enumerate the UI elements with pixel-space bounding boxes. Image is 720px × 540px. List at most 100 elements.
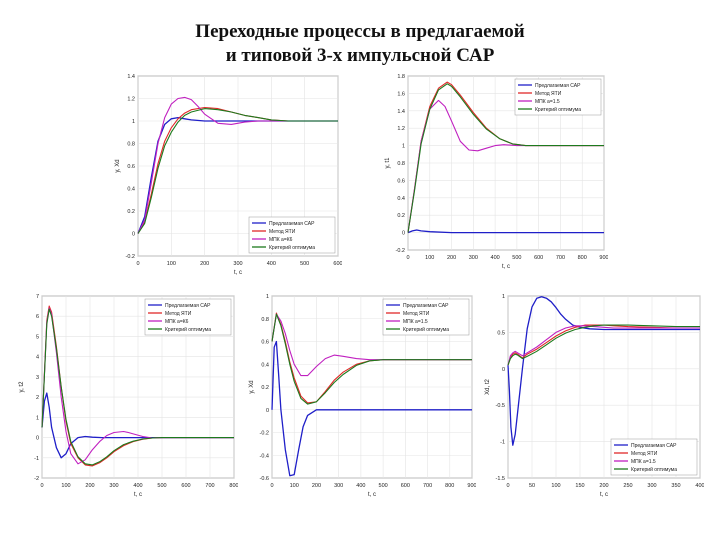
y-tick-label: 1 [402, 144, 405, 150]
series-line-blue [507, 296, 700, 446]
legend-label: Критерий оптимума [535, 106, 581, 113]
y-tick-label: 1 [132, 119, 135, 125]
y-axis-label: Xd, t2 [485, 379, 491, 395]
y-tick-label: 0.4 [127, 187, 135, 193]
legend-label: Метод ЯТИ [269, 229, 296, 235]
y-tick-label: 0.2 [397, 213, 405, 219]
x-tick-label: 0 [40, 483, 43, 489]
y-tick-label: 4 [36, 355, 39, 361]
chart-xd-secondary: 0 100 200 300 400 500 600 700 800 900 -0.6 -0.4 -0.2… [249, 294, 476, 498]
y-tick-label: 0.6 [127, 164, 135, 170]
chart-t2: 0 100 200 300 400 500 600 700 800 -2 -1 0 1 2 3 4 5 6 7 t, … [19, 294, 238, 498]
y-tick-label: 3 [36, 375, 39, 381]
x-tick-label: 800 [229, 483, 238, 489]
y-tick-label: -1 [34, 456, 39, 462]
x-axis-label: t, c [600, 492, 608, 498]
x-tick-label: 500 [300, 261, 309, 267]
x-tick-label: 100 [551, 483, 560, 489]
x-tick-label: 100 [290, 483, 299, 489]
x-tick-label: 200 [200, 261, 209, 267]
series-line-green [41, 308, 234, 466]
series-line-green [271, 313, 472, 405]
x-tick-label: 300 [469, 255, 478, 261]
legend-label: Метод ЯТИ [403, 311, 430, 317]
y-tick-label: 6 [36, 314, 39, 320]
series-line-green [137, 108, 338, 234]
chart-xd-t2: 0 50 100 150 200 250 300 350 400 -1.5 -1 -0.5 0 0.5 1 t… [485, 294, 704, 498]
y-tick-label: 1.4 [127, 74, 135, 80]
y-tick-label: 1 [266, 294, 269, 300]
legend-label: МПК а=1.5 [631, 459, 656, 465]
legend-label: Метод ЯТИ [165, 311, 192, 317]
y-tick-label: 0.8 [127, 142, 135, 148]
x-tick-label: 700 [423, 483, 432, 489]
y-tick-label: 0.6 [261, 340, 269, 346]
y-tick-label: 0.5 [497, 330, 505, 336]
legend-label: Предлагаемая САР [165, 303, 211, 309]
x-tick-label: 300 [334, 483, 343, 489]
y-tick-label: 0.2 [127, 209, 135, 215]
series-line-blue [271, 340, 472, 477]
x-tick-label: 500 [157, 483, 166, 489]
x-tick-label: 400 [133, 483, 142, 489]
y-tick-label: -0.5 [496, 403, 505, 409]
x-axis-label: t, c [368, 492, 376, 498]
legend-label: Критерий оптимума [403, 326, 449, 333]
y-tick-label: -0.6 [260, 476, 269, 482]
x-tick-label: 900 [599, 255, 608, 261]
x-tick-label: 400 [356, 483, 365, 489]
y-tick-label: -1.5 [496, 476, 505, 482]
x-tick-label: 300 [647, 483, 656, 489]
y-tick-label: 0 [266, 408, 269, 414]
x-axis-label: t, c [134, 492, 142, 498]
y-axis-label: y, Xd [115, 159, 121, 172]
chart-t1: 0 100 200 300 400 500 600 700 800 900-0.200.20.40… [385, 74, 608, 270]
y-tick-label: -1 [500, 440, 505, 446]
x-tick-label: 100 [167, 261, 176, 267]
legend-label: МПК а=1.5 [535, 99, 560, 105]
x-tick-label: 0 [270, 483, 273, 489]
legend-label: Предлагаемая САР [269, 221, 315, 227]
x-tick-label: 150 [575, 483, 584, 489]
x-tick-label: 300 [233, 261, 242, 267]
legend-label: Предлагаемая САР [403, 303, 449, 309]
y-tick-label: -0.2 [126, 254, 135, 260]
x-tick-label: 100 [425, 255, 434, 261]
y-tick-label: 0 [502, 367, 505, 373]
y-tick-label: 1.8 [397, 74, 405, 80]
x-tick-label: 500 [379, 483, 388, 489]
x-tick-label: 200 [85, 483, 94, 489]
legend-label: Критерий оптимума [631, 466, 677, 473]
x-tick-label: 800 [445, 483, 454, 489]
y-tick-label: 0 [402, 231, 405, 237]
legend-label: Предлагаемая САР [631, 443, 677, 449]
y-tick-label: 0.2 [261, 385, 269, 391]
y-tick-label: 0 [36, 436, 39, 442]
y-tick-label: 0 [132, 232, 135, 238]
y-axis-label: y, t1 [385, 157, 391, 169]
legend-label: Метод ЯТИ [631, 451, 658, 457]
chart-xd-main: 0 100 200 300 400 500 600-0.200.20.40.60.811.2… [115, 74, 342, 276]
x-tick-label: 0 [136, 261, 139, 267]
page-title-line-1: Переходные процессы в предлагаемой [195, 21, 525, 42]
y-tick-label: -2 [34, 476, 39, 482]
y-tick-label: 1 [36, 415, 39, 421]
x-tick-label: 200 [599, 483, 608, 489]
x-tick-label: 50 [529, 483, 535, 489]
y-tick-label: 0.8 [261, 317, 269, 323]
x-tick-label: 0 [406, 255, 409, 261]
y-axis-label: y, Xd [249, 380, 255, 393]
x-tick-label: 600 [333, 261, 342, 267]
legend-label: МПК а=К6 [165, 319, 189, 325]
x-axis-label: t, c [234, 270, 242, 276]
y-tick-label: -0.4 [260, 453, 269, 459]
y-tick-label: 0.8 [397, 161, 405, 167]
series-line-red [507, 324, 700, 366]
legend-label: Метод ЯТИ [535, 91, 562, 97]
y-tick-label: 1.4 [397, 109, 405, 115]
legend-label: МПК а=1.5 [403, 319, 428, 325]
x-tick-label: 600 [401, 483, 410, 489]
x-tick-label: 200 [447, 255, 456, 261]
x-tick-label: 400 [695, 483, 704, 489]
y-tick-label: 7 [36, 294, 39, 300]
